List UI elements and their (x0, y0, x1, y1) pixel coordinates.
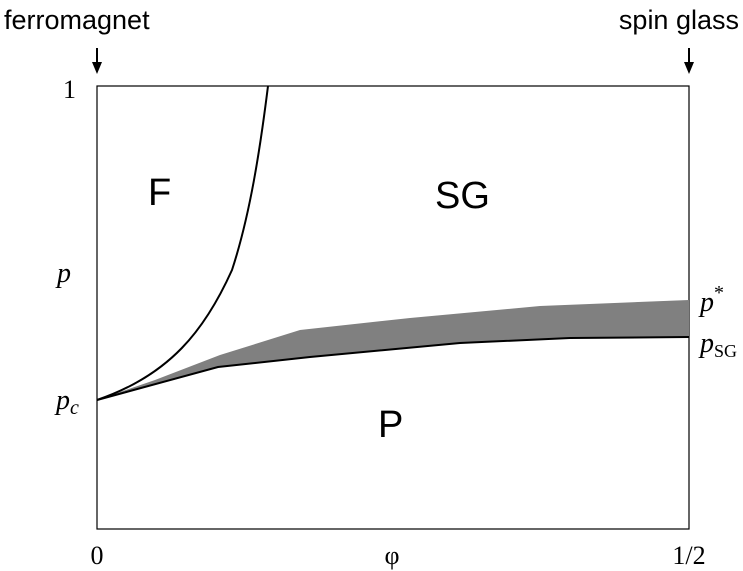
pstar-superscript: * (714, 282, 724, 304)
pc-main: p (54, 385, 70, 416)
region-sg-label: SG (435, 175, 490, 217)
psg-main: p (698, 328, 714, 359)
pc-label: pc (54, 385, 79, 419)
region-ferro-label: F (148, 172, 171, 214)
psg-subscript: SG (714, 341, 737, 361)
pc-subscript: c (70, 397, 79, 419)
crossover-band (97, 300, 689, 400)
pstar-label: p* (698, 282, 724, 318)
spin-glass-label: spin glass (619, 5, 739, 35)
y-axis-label: p (55, 258, 71, 289)
psg-boundary-line (96, 336, 690, 401)
spin-glass-arrow (684, 48, 694, 74)
x-tick-min-label: 0 (91, 541, 104, 570)
x-axis-label: φ (384, 541, 399, 570)
psg-label: pSG (698, 328, 737, 361)
pstar-main: p (698, 287, 714, 318)
ferromagnet-arrow (92, 48, 102, 74)
region-para-label: P (378, 404, 403, 446)
y-tick-max-label: 1 (63, 75, 76, 104)
ferro-sg-boundary-line (96, 85, 269, 401)
ferromagnet-label: ferromagnet (4, 5, 150, 35)
x-tick-max-label: 1/2 (672, 541, 705, 570)
